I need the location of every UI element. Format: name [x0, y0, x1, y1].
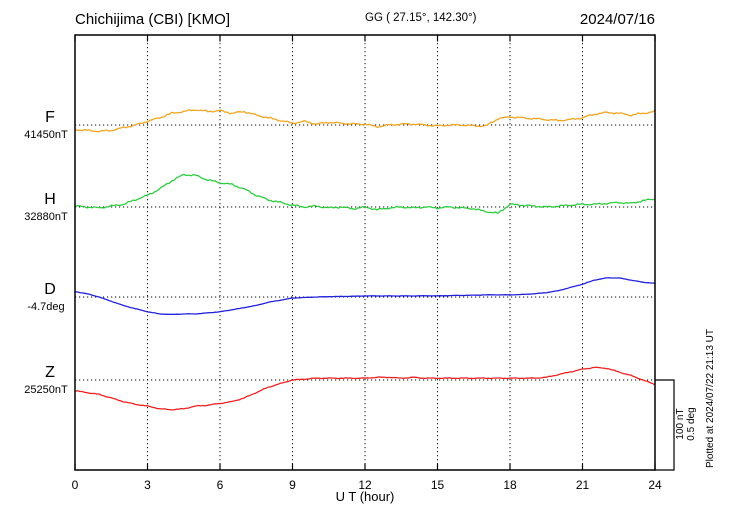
component-label-Z: Z — [45, 364, 55, 381]
x-axis-title: U T (hour) — [336, 489, 395, 504]
scale-bar-label-deg: 0.5 deg — [686, 407, 697, 440]
plot-area: 0 3 6 9 12 15 18 21 24 F 41450nT H 32880nT D -4.7deg Z 2… — [24, 34, 662, 492]
trace-H — [74, 173, 656, 214]
x-tick-label: 0 — [72, 478, 79, 492]
x-tick-label: 15 — [431, 478, 445, 492]
x-tick-label: 12 — [358, 478, 372, 492]
component-baseline-D: -4.7deg — [27, 301, 64, 313]
component-label-D: D — [44, 281, 56, 298]
plot-date: 2024/07/16 — [580, 11, 655, 28]
station-title: Chichijima (CBI) [KMO] — [75, 11, 230, 28]
scale-bar-bracket — [655, 379, 675, 471]
trace-Z — [74, 366, 656, 411]
plotted-note: Plotted at 2024/07/22 21:13 UT — [705, 329, 716, 468]
component-label-H: H — [44, 191, 56, 208]
component-label-F: F — [45, 109, 55, 126]
gg-coordinates: GG ( 27.15°, 142.30°) — [365, 12, 477, 24]
x-tick-label: 21 — [576, 478, 590, 492]
x-tick-label: 6 — [217, 478, 224, 492]
scale-bar: 100 nT 0.5 deg — [655, 379, 697, 471]
scale-bar-label-nt: 100 nT — [675, 408, 686, 439]
plot-frame — [74, 34, 656, 471]
component-baseline-Z: 25250nT — [24, 384, 68, 396]
x-tick-label: 3 — [144, 478, 151, 492]
component-baseline-F: 41450nT — [24, 129, 68, 141]
component-baseline-H: 32880nT — [24, 211, 68, 223]
x-tick-label: 18 — [503, 478, 517, 492]
trace-F — [74, 109, 656, 133]
x-tick-label: 24 — [648, 478, 662, 492]
x-tick-label: 9 — [289, 478, 296, 492]
trace-D — [74, 277, 656, 316]
